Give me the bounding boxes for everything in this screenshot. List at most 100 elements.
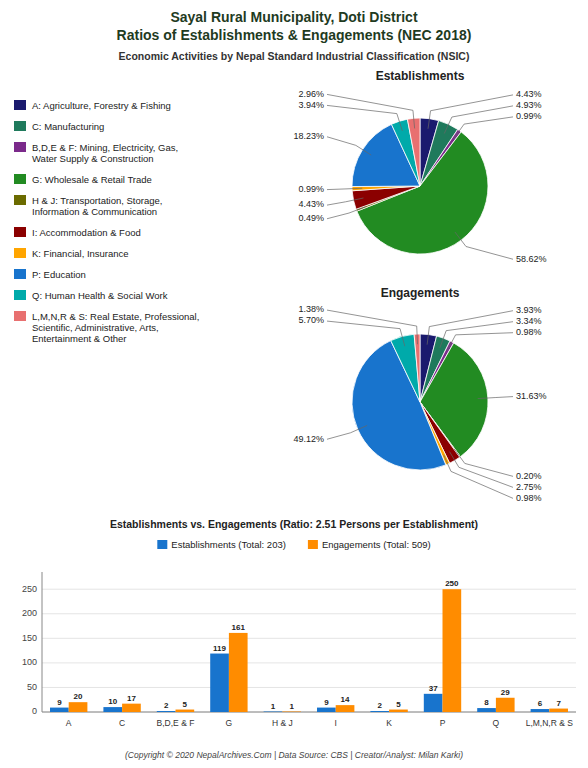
data-labels: 92010172511916111914253725082967 <box>57 579 561 710</box>
bar <box>282 711 301 712</box>
y-tick-label: 0 <box>32 706 37 716</box>
x-tick-label: I <box>335 718 337 728</box>
leader-line <box>444 455 513 499</box>
bar <box>50 708 69 712</box>
legend-label-line: Information & Communication <box>32 206 157 217</box>
data-label: 37 <box>429 684 438 693</box>
grid-line <box>42 662 576 663</box>
pie-slice <box>352 186 420 209</box>
grid-line <box>42 589 576 590</box>
legend-swatch <box>14 142 26 152</box>
data-label: 0.20% <box>516 471 542 481</box>
pie-title: Establishments <box>376 69 465 83</box>
data-label: 3.94% <box>298 100 324 110</box>
legend-label-line: Scientific, Administrative, Arts, <box>32 322 159 333</box>
data-label: 3.34% <box>516 316 542 326</box>
x-tick-label: A <box>66 718 72 728</box>
legend-label: Q: Human Health & Social Work <box>32 290 168 301</box>
bar <box>176 710 195 712</box>
leader-line <box>327 188 362 189</box>
legend-swatch <box>308 540 318 549</box>
x-tick-label: P <box>440 718 446 728</box>
bar <box>157 711 176 712</box>
bar <box>370 711 389 712</box>
data-label: 4.93% <box>516 100 542 110</box>
grid-line <box>42 613 576 614</box>
bar <box>229 633 248 712</box>
data-label: 2 <box>378 701 383 710</box>
data-label: 0.49% <box>298 213 324 223</box>
legend-label: K: Financial, Insurance <box>32 248 129 259</box>
data-label: 1 <box>271 702 276 711</box>
y-tick-label: 150 <box>22 633 37 643</box>
data-label: 250 <box>445 579 459 588</box>
bar-legend: Establishments (Total: 203)Engagements (… <box>157 539 430 550</box>
leader-line <box>454 449 513 477</box>
legend-label-line: B,D,E & F: Mining, Electricity, Gas, <box>32 142 178 153</box>
legend-label-line: L,M,N,R & S: Real Estate, Professional, <box>32 311 199 322</box>
pie-slice <box>407 118 420 186</box>
data-label: 9 <box>324 698 329 707</box>
y-tick-label: 250 <box>22 584 37 594</box>
y-tick-label: 200 <box>22 608 37 618</box>
data-label: 0.99% <box>298 184 324 194</box>
chart-title-line: Sayal Rural Municipality, Doti District <box>170 9 417 25</box>
leader-line <box>327 137 371 155</box>
bar <box>443 589 462 712</box>
bar <box>389 710 408 712</box>
chart-title-line: Ratios of Establishments & Engagements (… <box>117 27 472 43</box>
bar <box>549 709 568 712</box>
leader-line <box>428 95 513 129</box>
leader-line <box>478 397 513 399</box>
legend-swatch <box>14 100 26 110</box>
x-tick-label: B,D,E & F <box>157 718 195 728</box>
data-label: 31.63% <box>516 391 547 401</box>
legend-label: H & J: Transportation, Storage,Informati… <box>32 195 162 217</box>
data-label: 5 <box>396 700 401 709</box>
data-label: 0.98% <box>516 327 542 337</box>
pie <box>352 118 488 254</box>
leader-line <box>327 425 367 439</box>
legend-label: L,M,N,R & S: Real Estate, Professional,S… <box>32 311 199 344</box>
legend-label-line: Entertainment & Other <box>32 333 127 344</box>
x-tick-label: H & J <box>272 718 293 728</box>
legend-label: P: Education <box>32 269 86 280</box>
pie-title: Engagements <box>381 286 460 300</box>
data-label: 5.70% <box>298 315 324 325</box>
y-axis-line <box>42 572 43 712</box>
leader-line <box>455 232 513 259</box>
leader-line <box>454 117 513 139</box>
data-label: 0.98% <box>516 493 542 503</box>
data-label: 119 <box>213 644 226 653</box>
legend-label-line: Water Supply & Construction <box>32 153 154 164</box>
x-tick-label: K <box>386 718 392 728</box>
data-label: 8 <box>484 698 489 707</box>
bar <box>264 711 283 712</box>
data-label: 17 <box>127 694 136 703</box>
data-label: 58.62% <box>516 254 547 264</box>
legend-label: Engagements (Total: 509) <box>322 539 431 550</box>
bar <box>531 709 550 712</box>
x-tick-label: L,M,N,R & S <box>526 718 574 728</box>
data-label: 9 <box>57 698 62 707</box>
data-label: 14 <box>341 695 350 704</box>
legend-swatch <box>157 540 167 549</box>
y-axis: 050100150200250 <box>22 572 576 716</box>
data-label: 0.99% <box>516 111 542 121</box>
data-label: 29 <box>501 688 510 697</box>
legend-swatch <box>14 311 26 321</box>
legend-label-line: H & J: Transportation, Storage, <box>32 195 162 206</box>
data-label: 20 <box>74 692 83 701</box>
pie-legend: A: Agriculture, Forestry & Fishing C: Man… <box>14 100 199 344</box>
data-label: 7 <box>556 699 561 708</box>
legend-label: A: Agriculture, Forestry & Fishing <box>32 100 171 111</box>
bar <box>69 702 88 712</box>
leader-line <box>327 198 363 205</box>
x-tick-label: G <box>226 718 233 728</box>
bar <box>103 707 122 712</box>
pie-slice <box>414 334 420 402</box>
chart-root: Sayal Rural Municipality, Doti District R… <box>0 0 588 768</box>
data-label: 2.75% <box>516 482 542 492</box>
pie-slice <box>391 334 420 402</box>
legend-label: C: Manufacturing <box>32 121 104 132</box>
